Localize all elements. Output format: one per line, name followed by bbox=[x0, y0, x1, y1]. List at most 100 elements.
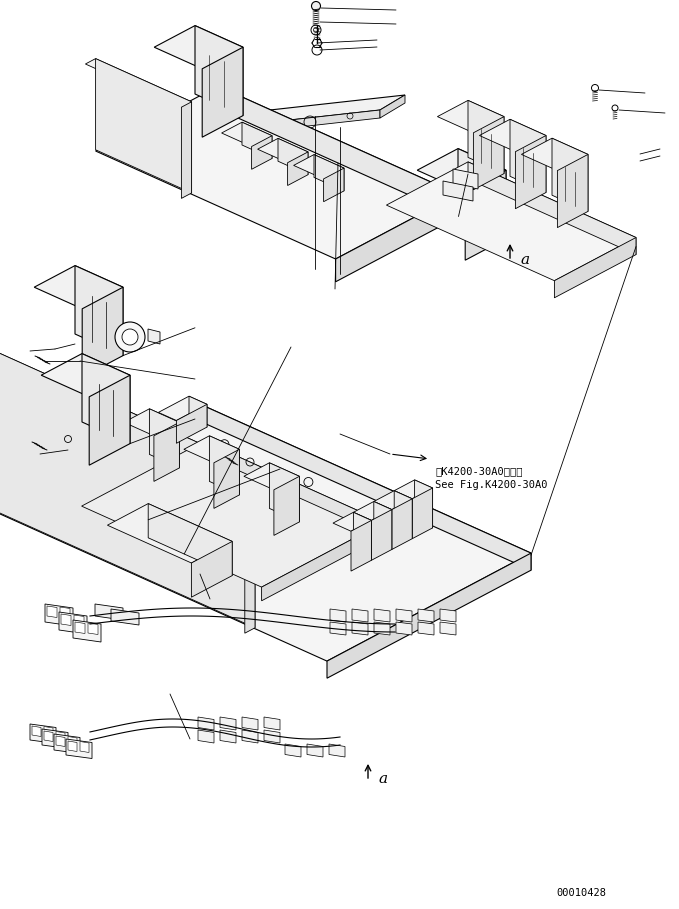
Polygon shape bbox=[44, 731, 53, 742]
Polygon shape bbox=[214, 449, 240, 508]
Polygon shape bbox=[329, 744, 345, 757]
Polygon shape bbox=[218, 86, 458, 217]
Polygon shape bbox=[335, 195, 458, 282]
Polygon shape bbox=[75, 622, 85, 634]
Polygon shape bbox=[278, 138, 308, 175]
Polygon shape bbox=[396, 609, 412, 622]
Polygon shape bbox=[521, 138, 588, 171]
Text: 第K4200-30A0図参照: 第K4200-30A0図参照 bbox=[435, 466, 523, 476]
Polygon shape bbox=[440, 609, 456, 622]
Polygon shape bbox=[333, 513, 371, 531]
Polygon shape bbox=[293, 155, 344, 179]
Polygon shape bbox=[68, 741, 77, 752]
Polygon shape bbox=[95, 604, 123, 620]
Polygon shape bbox=[458, 148, 506, 238]
Polygon shape bbox=[465, 170, 506, 260]
Polygon shape bbox=[181, 102, 191, 198]
Polygon shape bbox=[44, 726, 53, 737]
Polygon shape bbox=[198, 730, 214, 743]
Polygon shape bbox=[195, 25, 243, 115]
Polygon shape bbox=[261, 523, 384, 601]
Polygon shape bbox=[68, 736, 77, 747]
Polygon shape bbox=[374, 609, 390, 622]
Polygon shape bbox=[330, 622, 346, 635]
Polygon shape bbox=[412, 488, 433, 539]
Circle shape bbox=[312, 2, 320, 11]
Polygon shape bbox=[0, 349, 255, 474]
Polygon shape bbox=[61, 614, 71, 625]
Polygon shape bbox=[82, 354, 130, 444]
Polygon shape bbox=[189, 396, 207, 427]
Polygon shape bbox=[352, 622, 368, 635]
Circle shape bbox=[314, 27, 318, 33]
Polygon shape bbox=[107, 504, 232, 563]
Polygon shape bbox=[220, 717, 236, 730]
Polygon shape bbox=[220, 730, 236, 743]
Polygon shape bbox=[204, 442, 384, 536]
Polygon shape bbox=[34, 265, 123, 309]
Polygon shape bbox=[42, 729, 68, 748]
Polygon shape bbox=[557, 155, 588, 227]
Polygon shape bbox=[74, 615, 84, 626]
Polygon shape bbox=[418, 622, 434, 635]
Polygon shape bbox=[200, 110, 380, 138]
Polygon shape bbox=[45, 604, 73, 626]
Polygon shape bbox=[202, 47, 243, 137]
Polygon shape bbox=[324, 168, 344, 202]
Polygon shape bbox=[209, 435, 240, 494]
Polygon shape bbox=[443, 181, 473, 201]
Polygon shape bbox=[81, 442, 384, 587]
Polygon shape bbox=[56, 732, 65, 743]
Polygon shape bbox=[264, 730, 280, 743]
Polygon shape bbox=[394, 480, 433, 499]
Polygon shape bbox=[54, 734, 80, 754]
Circle shape bbox=[311, 25, 321, 35]
Polygon shape bbox=[440, 622, 456, 635]
Polygon shape bbox=[0, 402, 531, 661]
Polygon shape bbox=[154, 423, 179, 482]
Polygon shape bbox=[96, 58, 191, 193]
Polygon shape bbox=[552, 138, 588, 212]
Polygon shape bbox=[394, 491, 412, 539]
Polygon shape bbox=[56, 736, 65, 746]
Polygon shape bbox=[80, 742, 89, 753]
Polygon shape bbox=[242, 730, 258, 743]
Polygon shape bbox=[468, 100, 504, 174]
Polygon shape bbox=[86, 58, 191, 107]
Polygon shape bbox=[82, 287, 123, 377]
Polygon shape bbox=[60, 607, 70, 618]
Polygon shape bbox=[200, 95, 405, 130]
Polygon shape bbox=[374, 502, 392, 550]
Polygon shape bbox=[88, 623, 98, 634]
Polygon shape bbox=[386, 162, 636, 281]
Polygon shape bbox=[75, 265, 123, 355]
Circle shape bbox=[122, 329, 138, 345]
Polygon shape bbox=[96, 86, 458, 259]
Polygon shape bbox=[264, 717, 280, 730]
Polygon shape bbox=[374, 491, 412, 510]
Polygon shape bbox=[510, 119, 546, 193]
Polygon shape bbox=[242, 717, 258, 730]
Polygon shape bbox=[244, 463, 299, 490]
Polygon shape bbox=[353, 502, 392, 520]
Polygon shape bbox=[158, 396, 207, 421]
Polygon shape bbox=[418, 609, 434, 622]
Polygon shape bbox=[351, 520, 371, 571]
Polygon shape bbox=[270, 463, 299, 522]
Text: 00010428: 00010428 bbox=[556, 888, 606, 898]
Polygon shape bbox=[327, 553, 531, 678]
Polygon shape bbox=[380, 95, 405, 118]
Text: a: a bbox=[520, 253, 529, 267]
Polygon shape bbox=[479, 119, 546, 152]
Polygon shape bbox=[307, 744, 323, 757]
Polygon shape bbox=[124, 409, 179, 435]
Polygon shape bbox=[195, 402, 531, 570]
Polygon shape bbox=[352, 609, 368, 622]
Polygon shape bbox=[59, 612, 87, 634]
Polygon shape bbox=[515, 135, 546, 209]
Polygon shape bbox=[554, 237, 636, 298]
Polygon shape bbox=[0, 349, 255, 628]
Text: a: a bbox=[378, 772, 387, 786]
Polygon shape bbox=[148, 504, 232, 575]
Polygon shape bbox=[468, 162, 636, 255]
